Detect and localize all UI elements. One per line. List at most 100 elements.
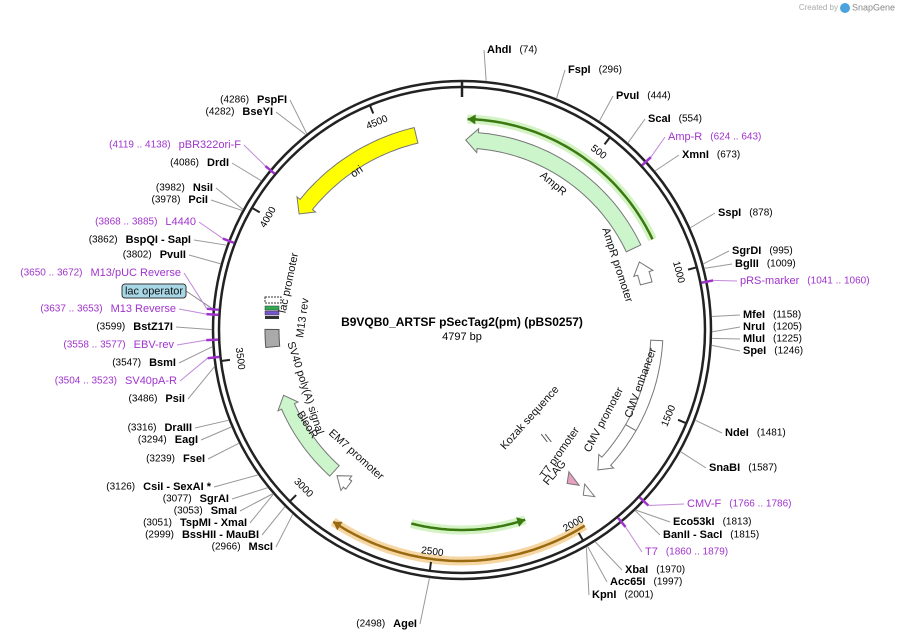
site-name: NdeI bbox=[725, 427, 749, 439]
leader-line bbox=[183, 272, 208, 310]
site-position: (1205) bbox=[773, 322, 802, 333]
site-name: EagI bbox=[175, 434, 198, 446]
primer-name: L4440 bbox=[165, 216, 196, 228]
site-position: (1997) bbox=[653, 577, 682, 588]
site-position: (1481) bbox=[757, 428, 786, 439]
site-position: (673) bbox=[717, 150, 740, 161]
site-position: (3051) bbox=[143, 518, 172, 529]
tick-mark bbox=[687, 266, 698, 271]
tick-mark bbox=[368, 104, 375, 114]
site-position: (3862) bbox=[89, 235, 118, 246]
site-name: DraIII bbox=[164, 422, 192, 434]
tick-label: 2500 bbox=[421, 545, 445, 559]
tick-label: 1000 bbox=[670, 260, 686, 285]
feature-label: lac operator bbox=[125, 285, 183, 297]
site-name: BglII bbox=[735, 258, 759, 270]
site-name: DrdI bbox=[207, 157, 229, 169]
leader-line bbox=[594, 541, 623, 571]
site-name: BstZ17I bbox=[133, 321, 173, 333]
site-position: (1009) bbox=[767, 259, 796, 270]
feature-box bbox=[121, 283, 187, 299]
site-name: SmaI bbox=[211, 505, 237, 517]
leader-line bbox=[179, 357, 208, 382]
ampr-promoter-arrow bbox=[632, 261, 655, 286]
site-name: SnaBI bbox=[709, 462, 740, 474]
site-name: PspFI bbox=[257, 94, 287, 106]
leader-line bbox=[419, 577, 431, 625]
leader-line bbox=[200, 426, 232, 441]
ampr-arrow bbox=[464, 127, 642, 253]
leader-line bbox=[625, 526, 643, 553]
site-position: (4086) bbox=[170, 158, 199, 169]
leader-line bbox=[231, 487, 269, 500]
site-name: MfeI bbox=[743, 309, 765, 321]
brand-icon bbox=[840, 3, 850, 13]
site-name: BseYI bbox=[242, 106, 273, 118]
tick-mark bbox=[251, 206, 261, 214]
leader-line bbox=[680, 451, 707, 469]
leader-line bbox=[648, 503, 685, 507]
orf-inner bbox=[410, 518, 526, 532]
leader-line bbox=[213, 474, 259, 488]
credit: Created by bbox=[799, 3, 838, 12]
kozak-glyph bbox=[544, 433, 552, 443]
feature-label: ori bbox=[348, 163, 365, 180]
site-position: (74) bbox=[519, 45, 537, 56]
leader-line bbox=[215, 187, 244, 210]
flag-arrow bbox=[566, 470, 581, 486]
tick-label: 4000 bbox=[258, 205, 279, 230]
site-position: (444) bbox=[647, 91, 670, 102]
primer-position: (3637 .. 3653) bbox=[40, 304, 102, 315]
feature-label: M13 rev bbox=[294, 297, 311, 339]
site-position: (554) bbox=[679, 114, 702, 125]
site-position: (3239) bbox=[146, 454, 175, 465]
leader-line bbox=[187, 366, 216, 400]
site-name: BspQI - SapI bbox=[126, 234, 191, 246]
em7-arrow bbox=[336, 475, 353, 492]
leader-line bbox=[249, 493, 274, 524]
site-name: Acc65I bbox=[610, 576, 645, 588]
site-position: (3053) bbox=[174, 506, 203, 517]
site-position: (2001) bbox=[624, 590, 653, 601]
leader-line bbox=[556, 69, 566, 99]
leader-line bbox=[711, 344, 741, 352]
site-position: (3802) bbox=[123, 250, 152, 261]
site-name: CsiI - SexAI * bbox=[143, 481, 212, 493]
primer-mark bbox=[222, 237, 235, 245]
tick-label: 3500 bbox=[233, 347, 247, 371]
site-position: (2999) bbox=[145, 530, 174, 541]
map-length: 4797 bp bbox=[442, 331, 482, 343]
primer-position: (1766 .. 1786) bbox=[729, 499, 791, 510]
primer-name: T7 bbox=[645, 546, 658, 558]
site-name: SgrDI bbox=[732, 245, 761, 257]
orf-inner-head bbox=[516, 517, 526, 527]
primer-name: Amp-R bbox=[668, 131, 702, 143]
site-position: (296) bbox=[599, 65, 622, 76]
leader-line bbox=[650, 136, 666, 158]
site-position: (1246) bbox=[774, 346, 803, 357]
tick-mark bbox=[603, 136, 611, 146]
primer-position: (4119 .. 4138) bbox=[109, 140, 171, 151]
primer-mark bbox=[206, 312, 219, 317]
leader-line bbox=[713, 279, 738, 282]
orf-ampr-head bbox=[467, 114, 476, 125]
sv40-box bbox=[264, 328, 281, 349]
site-position: (3978) bbox=[152, 195, 181, 206]
site-position: (878) bbox=[749, 208, 772, 219]
leader-line bbox=[194, 419, 229, 429]
feature-label: EM7 promoter bbox=[326, 427, 386, 483]
site-name: FspI bbox=[568, 64, 591, 76]
feature-label: Kozak sequence bbox=[498, 384, 561, 452]
site-name: NsiI bbox=[193, 182, 213, 194]
tick-mark bbox=[220, 358, 231, 363]
leader-line bbox=[702, 250, 730, 265]
m13-glyph bbox=[265, 316, 279, 319]
leader-line bbox=[585, 546, 590, 596]
primer-name: EBV-rev bbox=[134, 339, 175, 351]
site-position: (3547) bbox=[112, 358, 141, 369]
leader-line bbox=[654, 154, 680, 172]
leader-line bbox=[207, 442, 240, 460]
primer-mark bbox=[207, 355, 220, 360]
site-name: NruI bbox=[743, 321, 765, 333]
